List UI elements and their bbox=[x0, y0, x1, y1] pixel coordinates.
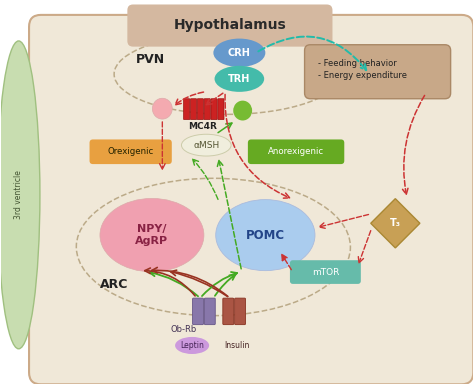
FancyBboxPatch shape bbox=[218, 99, 224, 120]
Ellipse shape bbox=[233, 100, 252, 121]
FancyBboxPatch shape bbox=[191, 99, 197, 120]
FancyBboxPatch shape bbox=[90, 139, 172, 164]
Text: - Feeding behavior
- Energy expenditure: - Feeding behavior - Energy expenditure bbox=[318, 59, 407, 80]
Text: Hypothalamus: Hypothalamus bbox=[173, 18, 286, 32]
FancyBboxPatch shape bbox=[211, 99, 217, 120]
FancyBboxPatch shape bbox=[290, 260, 361, 284]
Text: PVN: PVN bbox=[136, 54, 164, 66]
Text: NPY/
AgRP: NPY/ AgRP bbox=[136, 224, 168, 246]
Text: MC4R: MC4R bbox=[188, 122, 217, 131]
FancyBboxPatch shape bbox=[197, 99, 203, 120]
Ellipse shape bbox=[213, 38, 265, 67]
Text: Insulin: Insulin bbox=[224, 341, 250, 350]
FancyBboxPatch shape bbox=[183, 99, 190, 120]
Ellipse shape bbox=[0, 41, 40, 349]
Text: Leptin: Leptin bbox=[180, 341, 204, 350]
FancyBboxPatch shape bbox=[248, 139, 344, 164]
FancyBboxPatch shape bbox=[128, 5, 332, 47]
Text: 3rd ventricle: 3rd ventricle bbox=[14, 171, 23, 219]
Text: Orexigenic: Orexigenic bbox=[108, 147, 154, 156]
FancyBboxPatch shape bbox=[223, 298, 234, 325]
FancyBboxPatch shape bbox=[235, 298, 246, 325]
Ellipse shape bbox=[100, 198, 204, 272]
Text: TRH: TRH bbox=[228, 74, 251, 84]
Ellipse shape bbox=[153, 98, 172, 119]
Ellipse shape bbox=[182, 134, 231, 156]
Text: T₃: T₃ bbox=[390, 218, 401, 228]
FancyBboxPatch shape bbox=[305, 45, 451, 99]
FancyBboxPatch shape bbox=[192, 298, 203, 325]
Text: Anorexigenic: Anorexigenic bbox=[268, 147, 324, 156]
Ellipse shape bbox=[215, 66, 264, 92]
Text: Ob-Rb: Ob-Rb bbox=[171, 325, 197, 334]
FancyBboxPatch shape bbox=[204, 99, 210, 120]
Polygon shape bbox=[371, 199, 420, 248]
Text: CRH: CRH bbox=[228, 48, 251, 58]
Ellipse shape bbox=[175, 337, 209, 354]
Ellipse shape bbox=[216, 199, 315, 271]
FancyBboxPatch shape bbox=[29, 15, 474, 384]
Text: mTOR: mTOR bbox=[312, 268, 339, 276]
Text: ARC: ARC bbox=[100, 278, 128, 291]
Text: αMSH: αMSH bbox=[193, 141, 219, 150]
Text: POMC: POMC bbox=[246, 229, 285, 242]
FancyBboxPatch shape bbox=[204, 298, 215, 325]
